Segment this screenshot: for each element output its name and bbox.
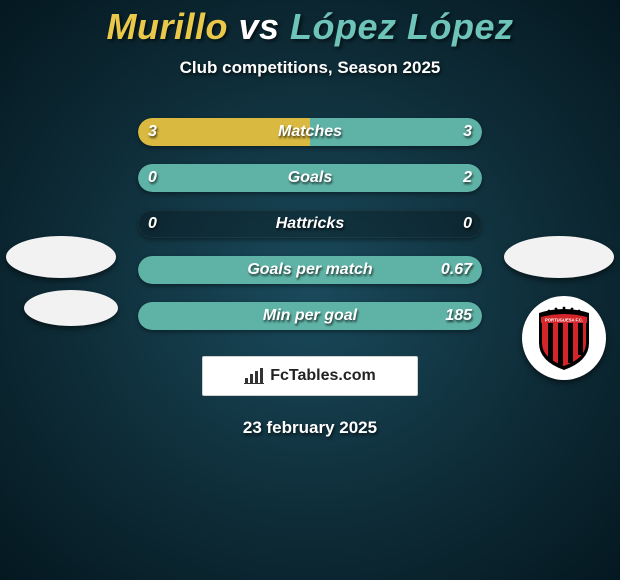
stat-row: Hattricks0 0 [138, 210, 482, 238]
stat-row: Min per goal185 [138, 302, 482, 330]
stat-label: Min per goal [138, 302, 482, 330]
stat-value-left: 0 [148, 210, 157, 238]
stat-value-left: 3 [148, 118, 157, 146]
stat-label: Matches [138, 118, 482, 146]
player2-photo-placeholder [504, 236, 614, 278]
player2-name: López López [290, 6, 514, 47]
stat-label: Goals per match [138, 256, 482, 284]
stat-label: Goals [138, 164, 482, 192]
stat-value-left: 0 [148, 164, 157, 192]
stat-rows: Matches33Goals02Hattricks00Goals per mat… [138, 118, 482, 330]
stat-value-right: 2 [463, 164, 472, 192]
title: Murillo vs López López [0, 0, 620, 48]
stat-value-right: 0.67 [441, 256, 472, 284]
stat-row: Goals per match0.67 [138, 256, 482, 284]
vs-label: vs [238, 6, 279, 47]
svg-text:PORTUGUESA F.C.: PORTUGUESA F.C. [545, 318, 583, 323]
player1-club-placeholder [24, 290, 118, 326]
stat-value-right: 0 [463, 210, 472, 238]
content: PORTUGUESA F.C. Matches33Goals02Hattrick… [0, 118, 620, 330]
brand-text: FcTables.com [270, 367, 376, 385]
stat-row: Goals0 2 [138, 164, 482, 192]
player1-name: Murillo [106, 6, 227, 47]
brand-badge: FcTables.com [202, 356, 418, 396]
comparison-infographic: Murillo vs López López Club competitions… [0, 0, 620, 580]
subtitle: Club competitions, Season 2025 [0, 58, 620, 78]
date-label: 23 february 2025 [0, 418, 620, 438]
stat-value-right: 185 [445, 302, 472, 330]
shield-icon: PORTUGUESA F.C. [535, 305, 593, 371]
stat-value-right: 3 [463, 118, 472, 146]
player2-club-crest: PORTUGUESA F.C. [522, 296, 606, 380]
stat-row: Matches3 3 [138, 118, 482, 146]
bar-chart-icon [244, 368, 264, 384]
stat-label: Hattricks [138, 210, 482, 238]
player1-photo-placeholder [6, 236, 116, 278]
